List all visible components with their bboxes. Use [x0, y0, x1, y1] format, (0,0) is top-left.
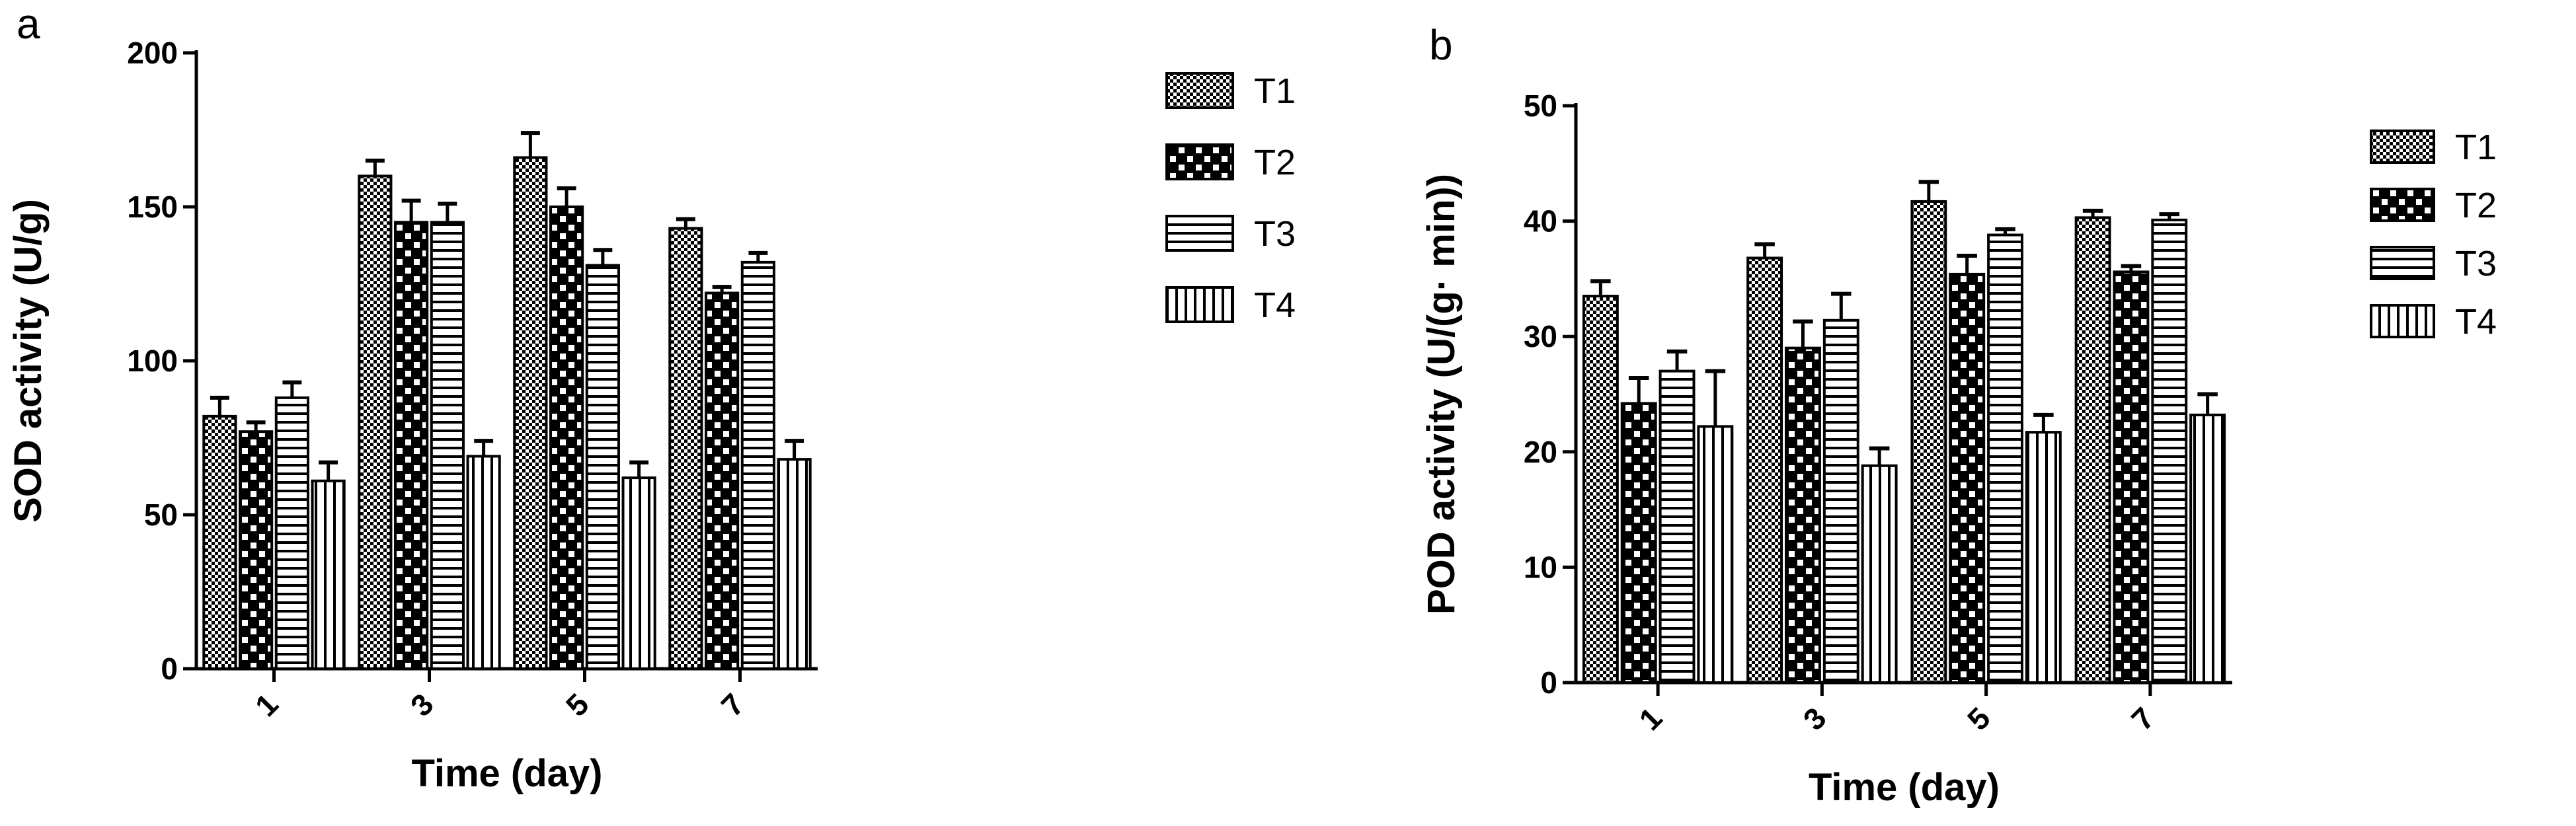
legend-label-t3: T3: [2455, 244, 2497, 283]
legend-label-t4: T4: [1254, 285, 1296, 325]
bar-t3-day-7: [740, 260, 775, 670]
legend-swatch-t4: [1165, 286, 1234, 323]
bar-t1-day-5: [1910, 200, 1947, 684]
bar-t3-day-5: [1987, 233, 2023, 684]
legend-swatch-t2: [1165, 143, 1234, 180]
legend-swatch-t3: [2370, 246, 2435, 280]
bar-t1-day-7: [2074, 216, 2111, 684]
bar-t3-day-7: [2151, 218, 2188, 684]
x-tick-label: 3: [1797, 700, 1833, 737]
y-tick-label: 0: [161, 652, 178, 686]
legend-swatch-t4: [2370, 304, 2435, 338]
bar-t2-day-7: [705, 291, 740, 671]
y-tick-label: 0: [1540, 665, 1557, 700]
legend-label-t2: T2: [1254, 143, 1296, 182]
x-tick-label: 1: [249, 687, 285, 723]
bar-t3-day-1: [274, 396, 309, 670]
y-axis-title: POD activity (U/(g· min)): [1420, 174, 1463, 615]
x-tick-label: 7: [715, 687, 751, 723]
bar-t4-day-5: [621, 476, 656, 671]
y-tick-label: 50: [1524, 89, 1557, 123]
bar-t1-day-1: [1582, 295, 1619, 684]
chart-panel-b: b 0 10 20 30 40 50 POD activity (U/(g· min)) 1 3 5…: [1420, 21, 2497, 809]
bar-t4-day-3: [466, 455, 501, 671]
y-tick-label: 50: [144, 498, 178, 532]
bar-t1-day-3: [1746, 256, 1783, 684]
bar-t1-day-7: [668, 227, 703, 670]
bar-t2-day-1: [239, 430, 274, 670]
bar-t3-day-3: [1822, 319, 1859, 685]
panel-label: b: [1429, 21, 1453, 69]
x-tick-label: 3: [404, 687, 440, 723]
bar-t3-day-5: [585, 264, 620, 671]
y-axis-title: SOD activity (U/g): [7, 199, 50, 523]
bar-t4-day-1: [311, 479, 346, 670]
y-tick-label: 200: [127, 36, 178, 70]
y-tick-label: 100: [127, 344, 178, 378]
legend-label-t3: T3: [1254, 214, 1296, 254]
bar-t2-day-1: [1620, 402, 1657, 685]
bar-t2-day-7: [2113, 270, 2150, 684]
legend-swatch-t1: [2370, 130, 2435, 164]
x-axis-title: Time (day): [1809, 766, 2000, 809]
bar-t2-day-3: [394, 221, 429, 670]
legend-label-t1: T1: [1254, 71, 1296, 111]
x-tick-label: 5: [1961, 700, 1997, 737]
bar-t4-day-3: [1861, 464, 1898, 684]
x-tick-label: 1: [1632, 700, 1668, 737]
x-tick-label: 5: [559, 687, 596, 723]
legend-label-t1: T1: [2455, 128, 2497, 167]
bar-t3-day-1: [1659, 369, 1696, 685]
y-tick-label: 40: [1524, 204, 1557, 239]
x-tick-label: 7: [2125, 700, 2161, 737]
bar-t2-day-5: [549, 206, 584, 670]
bar-t2-day-3: [1785, 346, 1821, 684]
bar-t1-day-5: [513, 156, 548, 670]
legend-swatch-t3: [1165, 215, 1234, 252]
y-tick-label: 20: [1524, 435, 1557, 469]
y-tick-label: 10: [1524, 550, 1557, 584]
legend-swatch-t1: [1165, 72, 1234, 109]
legend-label-t4: T4: [2455, 302, 2497, 342]
bar-t1-day-3: [358, 174, 393, 670]
y-tick-label: 30: [1524, 319, 1557, 354]
bar-t4-day-1: [1697, 425, 1734, 684]
chart-panel-a: a 0 50 100 150 200 SOD activity (U/g) 1 3 5 7 Time …: [7, 0, 1296, 795]
bar-t2-day-5: [1949, 272, 1986, 684]
legend-swatch-t2: [2370, 188, 2435, 222]
x-axis-title: Time (day): [411, 752, 602, 795]
y-tick-label: 150: [127, 190, 178, 224]
bar-t4-day-7: [2189, 413, 2226, 684]
bar-t4-day-5: [2025, 431, 2062, 684]
bar-t1-day-1: [202, 414, 237, 670]
panel-label: a: [17, 0, 40, 48]
legend-label-t2: T2: [2455, 186, 2497, 225]
bar-t4-day-7: [777, 458, 812, 670]
bar-t3-day-3: [430, 221, 465, 670]
